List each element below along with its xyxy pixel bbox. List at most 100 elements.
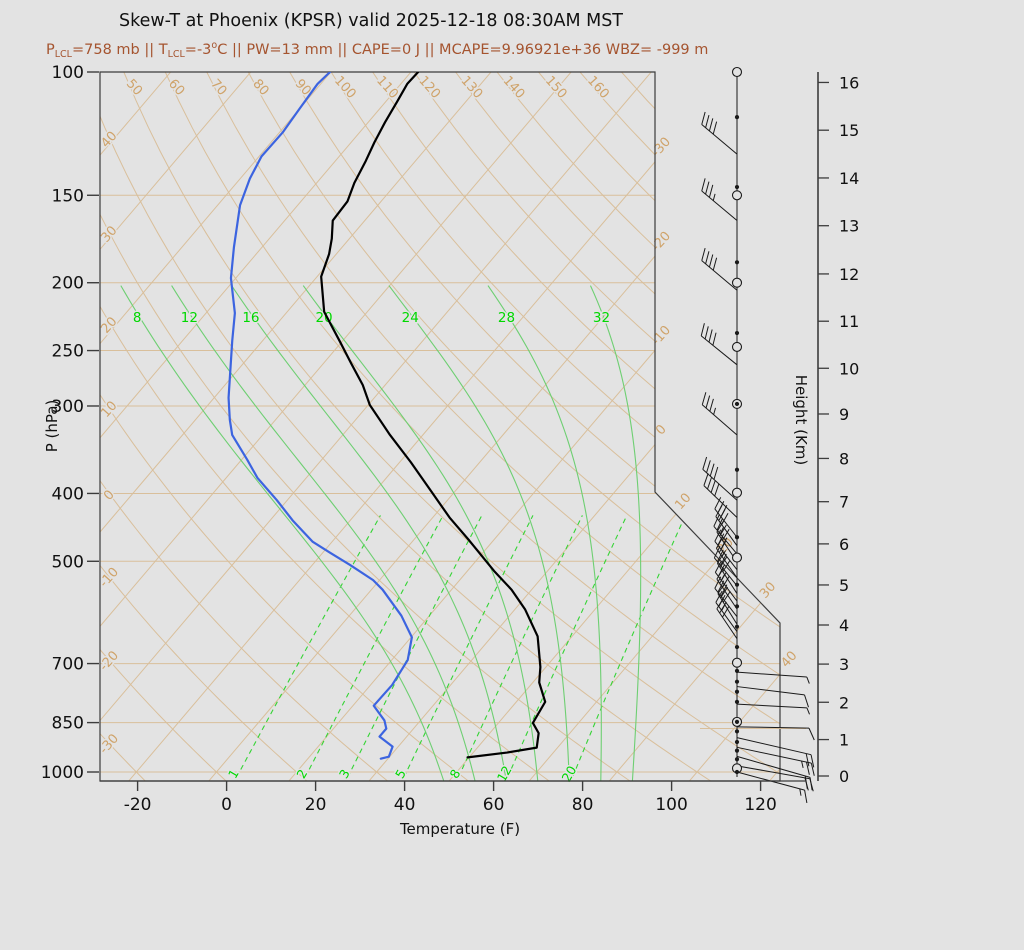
wind-barb-feather [717, 580, 725, 593]
wind-barb-feather [805, 753, 810, 767]
height-tick-label: 8 [839, 449, 849, 468]
wind-barb-feather [703, 473, 709, 486]
mixing-ratio-label: 8 [447, 767, 464, 781]
moist-adiabat-line [120, 285, 447, 781]
isotherm-line [280, 72, 780, 781]
wind-barb-feather [712, 121, 718, 135]
subtitle-plcl-value: =758 mb || T [71, 42, 168, 58]
height-tick-label: 12 [839, 265, 859, 284]
wind-barb [736, 737, 815, 768]
wind-barb-feather [708, 184, 714, 198]
wind-barb-feather [722, 560, 731, 573]
level-circle-marker [731, 552, 743, 563]
wind-barb-feather [700, 323, 705, 336]
wind-barb-feather [717, 549, 724, 562]
temperature-curve [320, 72, 547, 759]
moist-adiabat-line [231, 285, 508, 781]
wind-barb-feather [701, 247, 706, 261]
wind-barb-feather [714, 576, 722, 589]
temperature-tick-label: 80 [572, 795, 594, 815]
mixing-ratio-line [503, 515, 628, 781]
dry-adiabat-line [206, 72, 780, 781]
level-dot-marker [734, 260, 740, 265]
level-circle-marker [731, 66, 743, 78]
wind-barb-feather [715, 504, 723, 517]
dry-adiabat-label-left: 40 [98, 129, 120, 151]
pressure-tick-label: 400 [52, 484, 84, 504]
wind-barb-half-feather [712, 193, 716, 201]
level-dot-marker [734, 644, 740, 650]
isotherm-label: 10 [672, 491, 694, 513]
mixing-ratio-line [300, 515, 444, 781]
wind-barb [701, 392, 738, 436]
dry-adiabat-line [621, 72, 780, 781]
level-dot-marker [734, 757, 740, 762]
wind-barb [701, 111, 738, 155]
wind-barb-feather [719, 524, 727, 537]
temperature-tick-label: 0 [221, 795, 232, 815]
level-dot-marker [734, 582, 740, 587]
pressure-axis-title: P (hPa) [43, 400, 61, 453]
wind-barb-staff [736, 703, 807, 709]
dry-adiabat-label-left: 10 [98, 398, 120, 420]
level-dot-marker [734, 668, 740, 673]
wind-barb-feather [701, 111, 706, 125]
mixing-ratio-label: 5 [392, 767, 409, 781]
wind-barb-half-feather [713, 407, 717, 415]
wind-barb-feather [718, 508, 726, 521]
dry-adiabat-line [100, 72, 481, 781]
mixing-ratio-line [231, 515, 381, 781]
wind-barb-feather [713, 514, 720, 527]
isotherm-label: 40 [778, 648, 800, 670]
wind-barb [736, 755, 813, 791]
wind-barb [715, 504, 738, 546]
wind-barb-column [700, 66, 815, 804]
pressure-tick-label: 300 [52, 397, 84, 417]
wind-barb-staff [715, 516, 738, 546]
wind-barb-feather [701, 178, 706, 192]
dry-adiabat-line [247, 72, 780, 781]
level-dot-marker [734, 769, 740, 775]
wind-barb [716, 597, 738, 639]
pressure-tick-label: 200 [52, 274, 84, 294]
level-dot-marker [734, 689, 740, 694]
temperature-tick-label: 20 [305, 795, 327, 815]
isotherm-line [100, 72, 182, 781]
isotherm-line [0, 60, 21, 790]
wind-barb-staff [703, 485, 738, 518]
level-dot-marker [734, 679, 740, 684]
level-dot-marker [734, 535, 740, 540]
dry-adiabat-label-top: 160 [584, 73, 612, 101]
mixing-ratio-label: 2 [293, 767, 310, 781]
wind-barb [736, 726, 815, 741]
wind-barb-half-feather [801, 760, 804, 768]
pressure-tick-label: 150 [52, 186, 84, 206]
temperature-tick-label: 40 [394, 795, 416, 815]
moist-adiabat-line [388, 285, 571, 781]
wind-barb-staff [702, 469, 738, 501]
level-dot-marker [734, 719, 740, 724]
moist-adiabat-line [171, 285, 478, 781]
level-dot-marker [734, 604, 740, 609]
level-circle-marker [731, 487, 743, 498]
wind-barb-feather [708, 254, 714, 268]
sounding-profiles [227, 72, 547, 760]
wind-barb-feather [810, 754, 815, 768]
dry-adiabat-line [289, 72, 780, 781]
wind-barb-feather [714, 560, 722, 573]
pressure-tick-label: 700 [52, 655, 84, 675]
dry-adiabat-line [413, 72, 780, 781]
isotherm-line [100, 72, 262, 781]
temperature-tick-label: 120 [744, 795, 776, 815]
dry-adiabat-line [496, 72, 780, 781]
level-dot-marker [734, 401, 740, 407]
wind-barb-staff [714, 508, 738, 538]
wind-barb-feather [719, 601, 727, 614]
wind-barb-staff [736, 755, 811, 778]
wind-barb-staff [700, 335, 738, 366]
wind-barb-feather [705, 395, 711, 409]
pressure-tick-label: 850 [52, 714, 84, 734]
wind-barb-feather [716, 520, 724, 533]
wind-barb-half-feather [799, 788, 802, 796]
